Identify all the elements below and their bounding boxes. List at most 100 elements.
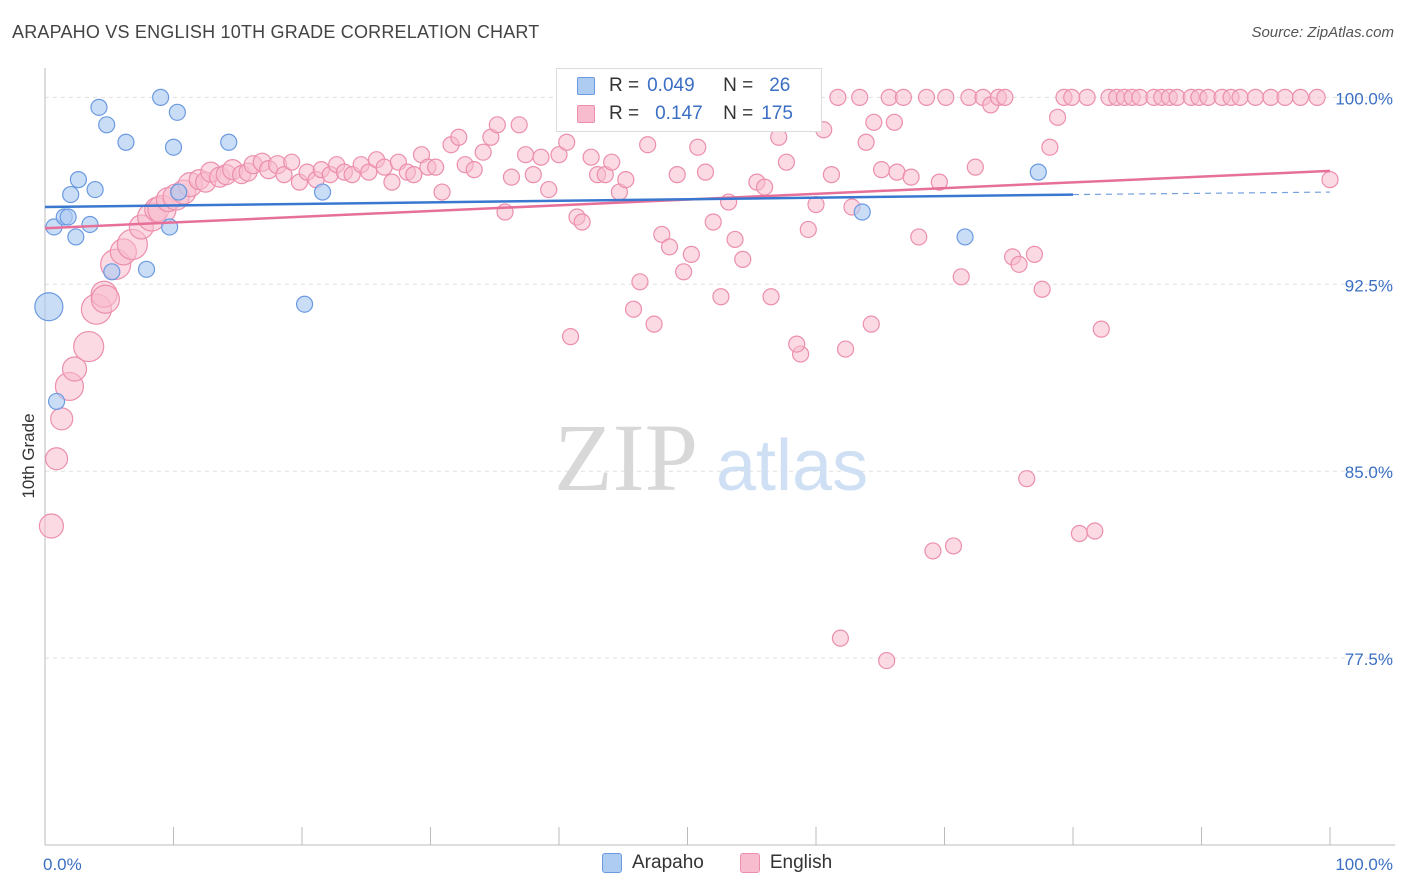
english-point: [558, 133, 576, 151]
english-point: [1048, 108, 1067, 126]
arapaho-point: [86, 180, 104, 199]
legend-row-english: R = 0.147 N = 175: [577, 101, 793, 127]
english-point: [902, 168, 920, 186]
english-point: [799, 220, 817, 239]
english-point: [822, 166, 841, 184]
english-point: [668, 166, 686, 184]
source-label: Source: ZipAtlas.com: [1251, 24, 1394, 41]
english-point: [1033, 280, 1051, 298]
english-point: [283, 153, 301, 171]
english-point: [712, 288, 730, 306]
english-point: [360, 163, 378, 181]
y-tick-label: 92.5%: [1345, 276, 1393, 295]
english-point: [624, 300, 643, 318]
legend-n-label: N =: [723, 103, 754, 124]
english-point: [996, 88, 1014, 106]
y-tick-label: 100.0%: [1335, 89, 1393, 108]
english-point: [383, 173, 401, 191]
arapaho-point: [137, 260, 156, 278]
english-point: [433, 183, 451, 201]
english-point: [1041, 138, 1059, 156]
english-point: [966, 158, 984, 176]
english-point: [1070, 524, 1089, 543]
english-point: [831, 629, 850, 647]
english-point: [865, 113, 883, 131]
english-point: [1246, 88, 1265, 106]
english-point: [474, 143, 492, 161]
arapaho-point: [164, 138, 183, 156]
arapaho-trend-line: [44, 193, 1074, 209]
english-point: [894, 88, 912, 106]
english-point: [1321, 171, 1339, 189]
english-point: [910, 228, 928, 246]
arapaho-point: [170, 183, 188, 201]
arapaho-point: [62, 185, 80, 204]
english-point: [44, 447, 69, 471]
arapaho-point: [220, 133, 238, 151]
english-point: [1025, 245, 1044, 263]
arapaho-legend-swatch: [602, 853, 622, 873]
legend-item-arapaho[interactable]: Arapaho: [602, 852, 704, 874]
arapaho-point: [59, 208, 77, 226]
watermark-atlas: atlas: [716, 426, 868, 506]
x-tick-label: 100.0%: [1335, 855, 1393, 874]
english-point: [510, 116, 528, 134]
arapaho-point: [67, 228, 85, 246]
english-point: [1276, 88, 1294, 106]
english-point: [704, 213, 722, 231]
english-point: [851, 88, 869, 106]
english-point: [762, 288, 780, 306]
english-point: [550, 146, 568, 164]
english-point: [532, 148, 550, 166]
arapaho-point: [853, 203, 871, 221]
english-swatch: [577, 105, 595, 123]
english-point: [1308, 88, 1326, 106]
arapaho-trend-extension: [1072, 191, 1331, 196]
legend-label-arapaho: Arapaho: [632, 852, 704, 873]
y-tick-label: 77.5%: [1345, 650, 1393, 669]
y-tick-label: 85.0%: [1345, 463, 1393, 482]
english-point: [682, 245, 700, 263]
arapaho-point: [168, 103, 186, 121]
english-point: [689, 138, 707, 156]
y-axis-label: 10th Grade: [19, 413, 38, 498]
english-legend-swatch: [739, 853, 760, 873]
english-point: [427, 158, 445, 176]
arapaho-point: [34, 292, 64, 322]
english-point: [639, 136, 657, 154]
english-point: [924, 542, 942, 560]
english-point: [885, 113, 903, 131]
english-point: [696, 163, 715, 181]
english-point: [516, 146, 535, 164]
english-point: [540, 180, 558, 199]
legend-r-label: R =: [609, 103, 640, 124]
arapaho-point: [98, 116, 116, 134]
arapaho-point: [1029, 163, 1047, 181]
english-point: [660, 238, 679, 256]
legend-n-label: N =: [723, 75, 754, 96]
english-point: [1010, 255, 1028, 273]
english-point: [1018, 470, 1036, 488]
legend-r-label: R =: [609, 75, 640, 96]
x-tick-label: 0.0%: [43, 855, 82, 874]
english-point: [275, 166, 293, 184]
arapaho-swatch: [577, 77, 595, 95]
legend-row-arapaho: R = 0.049 N = 26: [577, 73, 790, 99]
arapaho-point: [81, 215, 99, 234]
legend-item-english[interactable]: English: [739, 852, 832, 874]
english-point: [1291, 88, 1310, 106]
english-point: [73, 330, 105, 363]
english-point: [90, 284, 120, 314]
english-point: [61, 356, 88, 382]
legend-r-value: 0.049: [647, 75, 695, 96]
english-point: [50, 407, 74, 431]
english-point: [653, 225, 671, 244]
english-point: [675, 263, 693, 281]
english-point: [1086, 522, 1104, 540]
english-point: [1078, 88, 1096, 106]
arapaho-point: [956, 228, 974, 246]
english-point: [862, 315, 880, 333]
english-point: [617, 171, 635, 189]
english-point: [405, 166, 423, 184]
